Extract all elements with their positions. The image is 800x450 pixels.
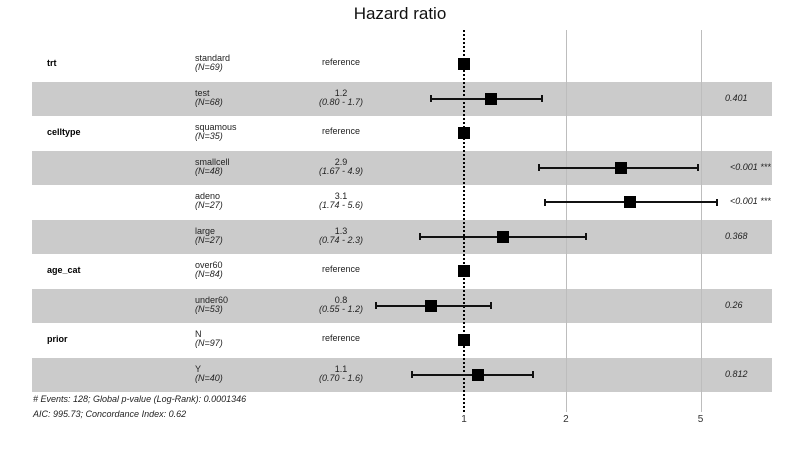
estimate-label: reference: [321, 264, 361, 275]
level-label: N (N=97): [195, 329, 223, 349]
row-band: [32, 219, 772, 254]
level-label: smallcell (N=48): [195, 156, 230, 176]
ci-cap-lower: [375, 302, 378, 310]
estimate-label: 3.1 (1.74 - 5.6): [290, 192, 392, 210]
gridline-5: [701, 30, 702, 412]
estimate-label: reference: [321, 57, 361, 68]
hr-marker: [614, 161, 627, 174]
level-count: (N=40): [195, 372, 223, 383]
estimate-label: 1.1 (0.70 - 1.6): [290, 364, 392, 383]
hr-marker: [624, 196, 637, 209]
estimate-label: reference: [321, 333, 361, 344]
level-count: (N=84): [195, 269, 223, 280]
hr-marker: [458, 58, 470, 71]
level-count: (N=27): [195, 234, 223, 245]
ci-cap-upper: [489, 302, 492, 310]
level-label: under60 (N=53): [195, 294, 229, 314]
estimate-label: reference: [321, 126, 361, 137]
level-count: (N=97): [195, 338, 223, 349]
level-count: (N=69): [195, 62, 223, 73]
estimate-label: 1.2 (0.80 - 1.7): [290, 88, 392, 107]
ci-label: (0.70 - 1.6): [318, 372, 364, 383]
p-value: 0.401: [725, 92, 748, 103]
p-value: 0.368: [725, 230, 748, 241]
ci-label: (0.74 - 2.3): [318, 234, 364, 245]
p-value: <0.001 ***: [730, 161, 771, 172]
p-value: <0.001 ***: [730, 196, 771, 207]
ci-label: (1.74 - 5.6): [318, 200, 364, 211]
estimate-label: 2.9 (1.67 - 4.9): [290, 157, 392, 176]
ci-label: (0.55 - 1.2): [318, 303, 364, 314]
ci-label: (0.80 - 1.7): [318, 96, 364, 107]
reference-line: [463, 30, 465, 412]
hr-marker: [458, 127, 470, 140]
variable-label: trt: [47, 58, 57, 69]
hr-marker: [458, 334, 470, 347]
level-count: (N=48): [195, 165, 223, 176]
level-label: over60 (N=84): [195, 260, 223, 280]
footnote-events: # Events: 128; Global p-value (Log-Rank)…: [33, 394, 247, 404]
footnote-aic: AIC: 995.73; Concordance Index: 0.62: [33, 409, 187, 419]
ci-cap-upper: [585, 233, 588, 241]
ci-cap-upper: [716, 198, 719, 206]
level-label: adeno (N=27): [195, 191, 223, 211]
chart-title: Hazard ratio: [353, 4, 447, 23]
level-label: Y (N=40): [195, 363, 223, 383]
ci-cap-lower: [538, 164, 541, 172]
level-count: (N=27): [195, 200, 223, 211]
level-label: squamous (N=35): [195, 122, 237, 142]
level-count: (N=68): [195, 96, 223, 107]
hr-marker: [484, 92, 497, 105]
level-label: large (N=27): [195, 225, 223, 245]
estimate-label: 0.8 (0.55 - 1.2): [290, 295, 392, 314]
estimate-label: 1.3 (0.74 - 2.3): [290, 226, 392, 245]
ci-cap-lower: [544, 198, 547, 206]
variable-label: age_cat: [47, 265, 81, 276]
row-band: [32, 81, 772, 116]
ci-cap-upper: [541, 95, 543, 103]
ci-cap-upper: [696, 164, 699, 172]
hr-marker: [496, 230, 509, 243]
x-tick-label: 5: [697, 414, 704, 425]
variable-label: celltype: [47, 127, 81, 138]
p-value: 0.812: [725, 368, 748, 379]
hr-marker: [425, 299, 438, 312]
ci-cap-lower: [418, 233, 421, 241]
ci-label: (1.67 - 4.9): [318, 165, 364, 176]
gridline-2: [566, 30, 567, 412]
level-label: test (N=68): [195, 87, 223, 107]
variable-label: prior: [47, 334, 68, 345]
hr-marker: [472, 368, 484, 381]
ci-cap-lower: [410, 371, 413, 379]
level-count: (N=35): [195, 131, 223, 142]
ci-cap-upper: [532, 371, 535, 379]
level-count: (N=53): [195, 303, 223, 314]
row-band: [32, 357, 772, 392]
x-tick-label: 1: [461, 414, 467, 425]
ci-cap-lower: [430, 95, 433, 103]
x-tick-label: 2: [563, 414, 569, 425]
p-value: 0.26: [725, 299, 743, 310]
level-label: standard (N=69): [195, 53, 231, 73]
hr-marker: [458, 265, 470, 278]
